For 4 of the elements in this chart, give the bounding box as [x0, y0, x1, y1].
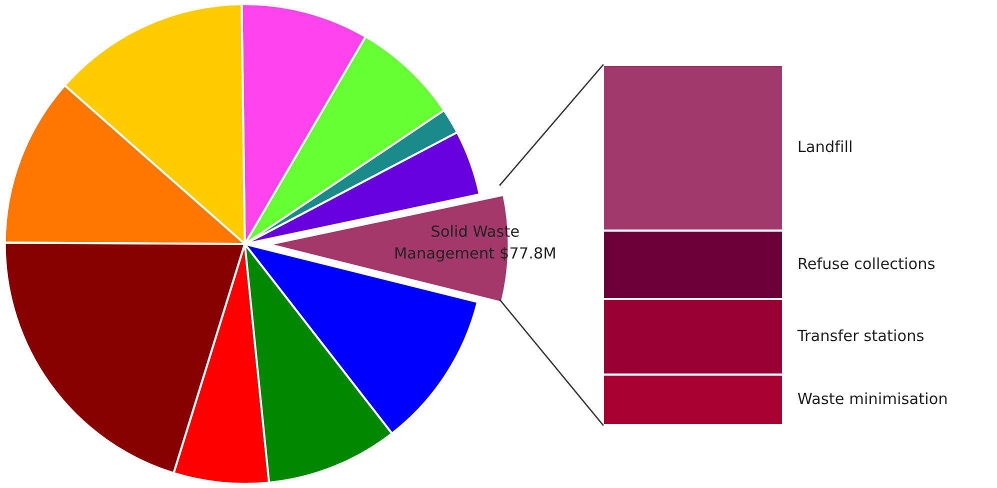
series-label: Waste minimisation — [798, 392, 947, 404]
series-label: Transfer stations — [797, 329, 924, 342]
series-label: Refuse collections — [798, 257, 935, 270]
series-label: Landfill — [798, 140, 852, 152]
